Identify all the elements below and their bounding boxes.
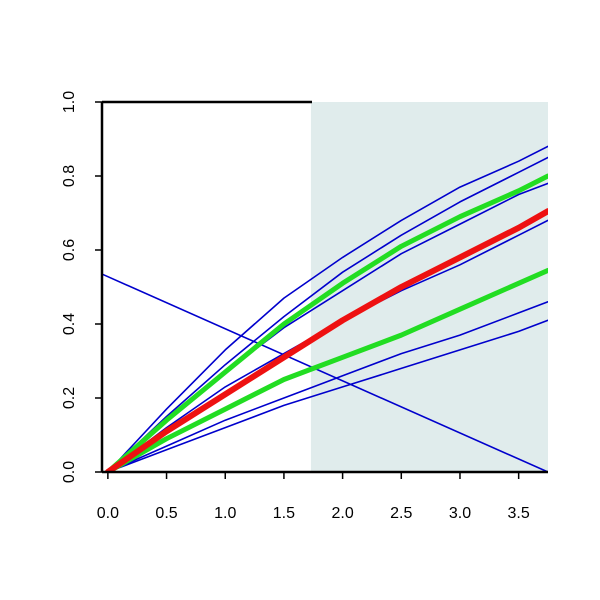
series-line-10 [104,208,548,472]
series-line-6 [107,319,548,472]
y-tick-label: 1.0 [61,91,78,113]
y-tick-label: 0.0 [61,461,78,483]
plot-frame [100,100,548,474]
y-tick-label: 0.8 [61,165,78,187]
series-line-7 [102,273,548,472]
y-tick-label: 0.2 [61,387,78,409]
series-line-8 [105,173,548,472]
y-tick-label: 0.4 [61,313,78,335]
series-line-5 [107,301,548,472]
x-tick-label: 1.5 [273,505,295,522]
x-tick-label: 3.0 [449,505,471,522]
x-tick-label: 1.0 [214,505,236,522]
y-tick-label: 0.6 [61,239,78,261]
series-line-2 [107,156,548,472]
x-tick-label: 3.5 [508,505,530,522]
x-tick-label: 0.5 [155,505,177,522]
x-tick-label: 2.5 [390,505,412,522]
series-line-1 [107,145,548,472]
x-tick-label: 0.0 [97,505,119,522]
x-tick-label: 2.0 [331,505,353,522]
series-line-9 [105,267,548,472]
